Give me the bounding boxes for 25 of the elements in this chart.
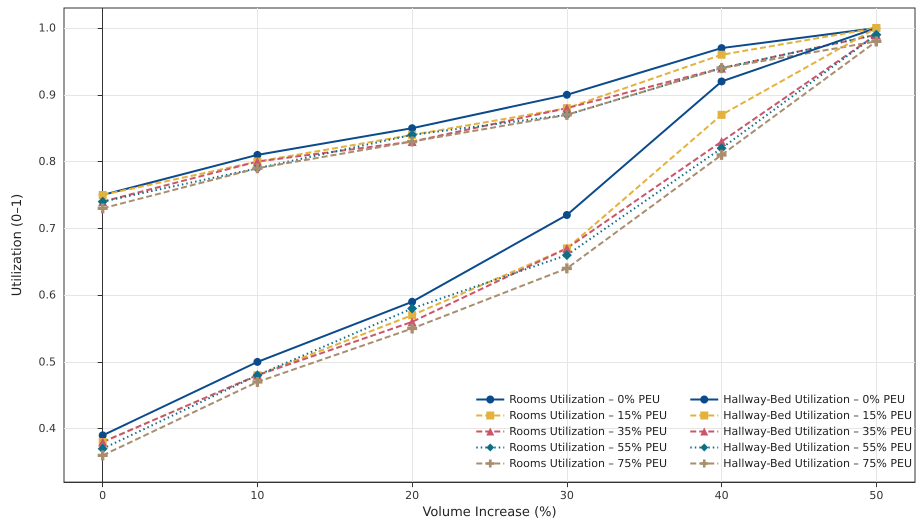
legend-label: Rooms Utilization – 0% PEU <box>509 393 660 406</box>
legend-label: Hallway-Bed Utilization – 35% PEU <box>723 425 912 438</box>
y-tick-label: 0.4 <box>38 422 56 436</box>
legend-label: Rooms Utilization – 15% PEU <box>509 409 668 422</box>
y-tick-label: 0.7 <box>38 222 56 235</box>
x-tick-label: 20 <box>405 489 420 502</box>
y-tick-label: 1.0 <box>38 22 56 35</box>
legend-label: Hallway-Bed Utilization – 15% PEU <box>723 409 912 422</box>
x-tick-label: 30 <box>560 489 574 502</box>
x-tick-label: 0 <box>99 489 106 502</box>
y-axis-title: Utilization (0–1) <box>10 194 25 296</box>
x-axis-title: Volume Increase (%) <box>422 505 557 520</box>
x-tick-label: 40 <box>714 489 729 502</box>
x-tick-label: 50 <box>869 489 884 502</box>
legend-label: Rooms Utilization – 35% PEU <box>509 425 668 438</box>
y-tick-label: 0.9 <box>38 88 56 102</box>
y-tick-label: 0.5 <box>38 355 56 368</box>
legend-label: Rooms Utilization – 55% PEU <box>509 441 668 454</box>
legend-label: Rooms Utilization – 75% PEU <box>509 457 668 470</box>
legend-label: Hallway-Bed Utilization – 75% PEU <box>723 457 912 470</box>
y-tick-label: 0.8 <box>38 155 56 168</box>
x-tick-label: 10 <box>250 489 264 502</box>
y-tick-label: 0.6 <box>38 288 56 302</box>
legend-label: Hallway-Bed Utilization – 0% PEU <box>723 393 906 406</box>
legend-label: Hallway-Bed Utilization – 55% PEU <box>723 441 912 454</box>
